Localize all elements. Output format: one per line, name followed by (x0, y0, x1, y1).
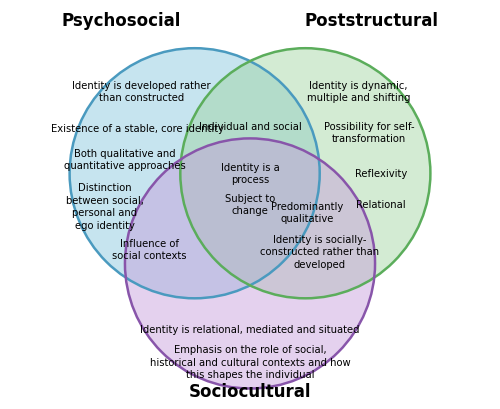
Text: Identity is developed rather
than constructed: Identity is developed rather than constr… (72, 81, 210, 103)
Text: Possibility for self-
transformation: Possibility for self- transformation (324, 122, 414, 144)
Text: Sociocultural: Sociocultural (189, 382, 311, 400)
Circle shape (125, 139, 375, 389)
Text: Individual and social: Individual and social (198, 122, 302, 132)
Text: Reflexivity: Reflexivity (355, 169, 408, 179)
Text: Identity is relational, mediated and situated: Identity is relational, mediated and sit… (140, 324, 360, 334)
Text: Relational: Relational (356, 200, 406, 209)
Text: Both qualitative and
quantitative approaches: Both qualitative and quantitative approa… (64, 148, 186, 171)
Circle shape (70, 49, 320, 299)
Text: Identity is a
process: Identity is a process (220, 163, 280, 185)
Text: Subject to
change: Subject to change (225, 193, 275, 216)
Circle shape (180, 49, 430, 299)
Text: Poststructural: Poststructural (304, 12, 438, 30)
Text: Identity is socially-
constructed rather than
developed: Identity is socially- constructed rather… (260, 234, 380, 269)
Text: Psychosocial: Psychosocial (62, 12, 181, 30)
Text: Influence of
social contexts: Influence of social contexts (112, 238, 187, 261)
Text: Predominantly
qualitative: Predominantly qualitative (272, 202, 344, 224)
Text: Existence of a stable, core identity: Existence of a stable, core identity (51, 124, 224, 134)
Text: Emphasis on the role of social,
historical and cultural contexts and how
this sh: Emphasis on the role of social, historic… (150, 345, 350, 379)
Text: Distinction
between social,
personal and
ego identity: Distinction between social, personal and… (66, 183, 144, 230)
Text: Identity is dynamic,
multiple and shifting: Identity is dynamic, multiple and shifti… (307, 81, 410, 103)
